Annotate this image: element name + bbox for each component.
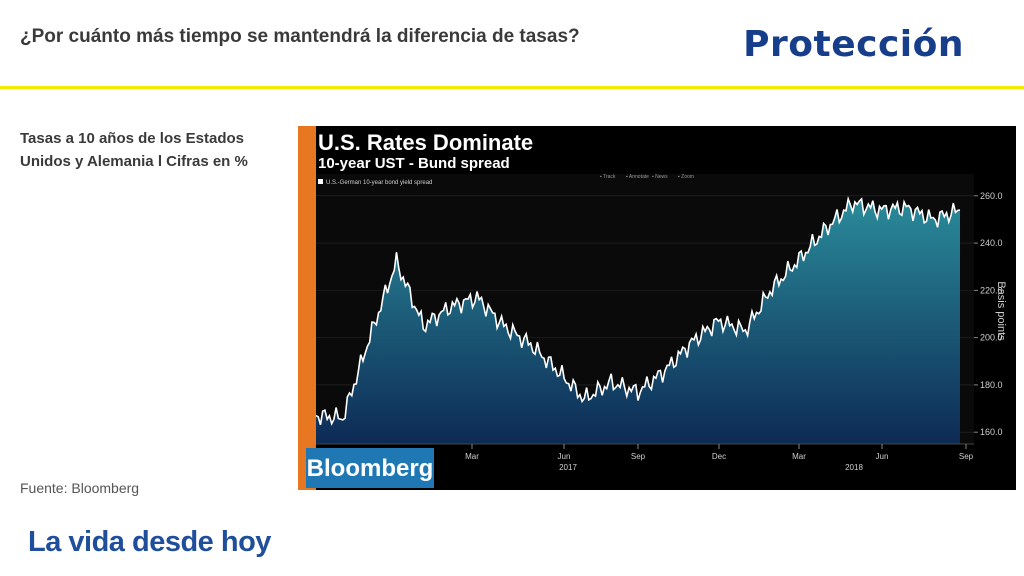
y-tick-label: 260.0: [980, 191, 1003, 201]
series-line: [315, 195, 961, 426]
y-axis-label: Basis points: [995, 281, 1007, 341]
y-tick-label: 180.0: [980, 380, 1003, 390]
bloomberg-logo: Bloomberg: [307, 455, 434, 482]
toolbar-item: ▪ Annotate: [626, 174, 649, 180]
bloomberg-logo-box: [306, 448, 434, 488]
brand-logo: Protección: [743, 24, 964, 65]
x-tick-label: Mar: [792, 452, 806, 461]
chart-description: Tasas a 10 años de los Estados Unidos y …: [20, 130, 248, 170]
chart-toolbar: ▪ Track ▪ Annotate ▪ News ▪ Zoom: [600, 174, 694, 180]
legend-label: U.S.-German 10-year bond yield spread: [326, 180, 432, 186]
x-tick-label: Sep: [959, 452, 974, 461]
y-tick-label: 240.0: [980, 238, 1003, 248]
chart-title: U.S. Rates Dominate: [318, 130, 533, 155]
header-divider: [0, 86, 1024, 89]
chart-image: U.S. Rates Dominate 10-year UST - Bund s…: [298, 126, 1016, 490]
x-tick-label: Jun: [558, 452, 571, 461]
toolbar-item: ▪ Track: [600, 174, 616, 180]
x-tick-label: Dec: [712, 452, 726, 461]
x-tick-label: Jun: [876, 452, 889, 461]
toolbar-item: ▪ News: [652, 174, 668, 180]
y-tick-label: 160.0: [980, 427, 1003, 437]
toolbar-item: ▪ Zoom: [678, 174, 694, 180]
chart-subtitle: 10-year UST - Bund spread: [318, 155, 510, 172]
year-label: 2017: [559, 463, 577, 472]
y-tick-label: 220.0: [980, 285, 1003, 295]
accent-bar: [298, 126, 316, 490]
legend-swatch: [318, 179, 323, 184]
y-tick-label: 200.0: [980, 333, 1003, 343]
slide-title: ¿Por cuánto más tiempo se mantendrá la d…: [20, 26, 580, 47]
slogan: La vida desde hoy: [28, 526, 271, 558]
series-area: [316, 198, 960, 444]
x-tick-label: Mar: [465, 452, 479, 461]
source-note: Fuente: Bloomberg: [20, 480, 140, 496]
y-axis: 260.0 240.0 220.0 200.0 180.0 160.0: [974, 191, 1003, 437]
x-axis: Mar Jun Sep Dec Mar Jun Sep 2017 2018: [465, 444, 974, 472]
year-label: 2018: [845, 463, 863, 472]
x-tick-label: Sep: [631, 452, 646, 461]
